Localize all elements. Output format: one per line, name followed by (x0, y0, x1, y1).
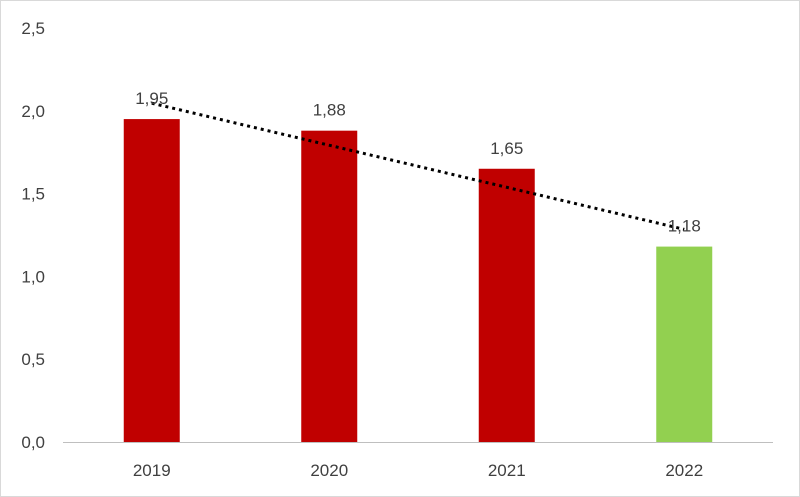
bars (123, 119, 713, 442)
y-tick-label: 2,5 (21, 19, 45, 38)
y-tick-label: 1,0 (21, 267, 45, 286)
data-labels: 1,95 1,88 1,65 1,18 (135, 89, 701, 236)
data-label-2021: 1,65 (490, 139, 523, 158)
data-label-2019: 1,95 (135, 89, 168, 108)
x-tick-label: 2022 (665, 461, 703, 480)
y-axis-ticks: 0,0 0,5 1,0 1,5 2,0 2,5 (21, 19, 45, 452)
x-tick-label: 2021 (488, 461, 526, 480)
x-axis-ticks: 2019 2020 2021 2022 (133, 461, 703, 480)
bar-2020 (301, 130, 358, 442)
y-tick-label: 0,0 (21, 433, 45, 452)
y-tick-label: 1,5 (21, 185, 45, 204)
x-tick-label: 2019 (133, 461, 171, 480)
bar-2019 (123, 119, 180, 442)
trendline (151, 101, 685, 231)
y-tick-label: 0,5 (21, 350, 45, 369)
data-label-2022: 1,18 (668, 217, 701, 236)
x-tick-label: 2020 (310, 461, 348, 480)
bar-2021 (478, 168, 535, 442)
y-tick-label: 2,0 (21, 102, 45, 121)
data-label-2020: 1,88 (313, 101, 346, 120)
bar-2022 (656, 246, 713, 442)
